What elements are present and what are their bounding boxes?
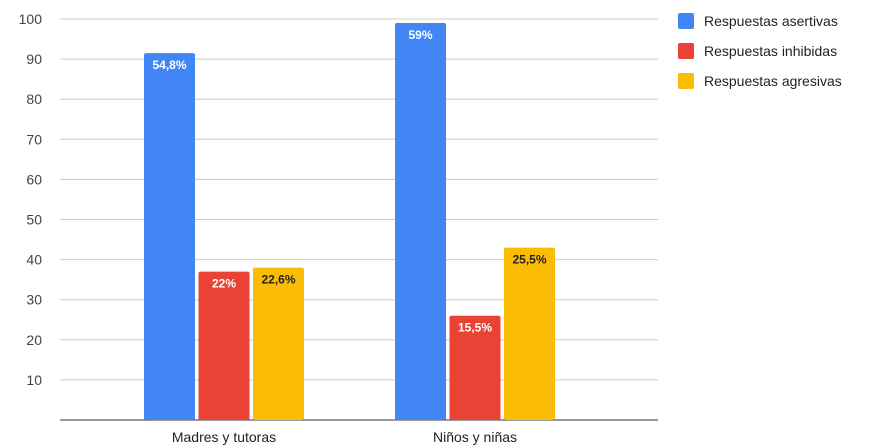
- bars: [144, 23, 555, 421]
- data-label: 15,5%: [458, 321, 492, 335]
- legend-item[interactable]: Respuestas inhibidas: [678, 43, 837, 59]
- y-tick-label: 30: [26, 292, 42, 308]
- bar: [198, 271, 250, 420]
- legend-swatch: [678, 43, 694, 59]
- legend: Respuestas asertivas Respuestas inhibidas…: [678, 13, 842, 89]
- y-tick-label: 60: [26, 171, 42, 187]
- y-tick-label: 50: [26, 212, 42, 228]
- legend-label: Respuestas agresivas: [704, 73, 842, 89]
- y-axis-ticks: 10 20 30 40 50 60 70 80 90 100: [19, 11, 43, 388]
- legend-item[interactable]: Respuestas asertivas: [678, 13, 838, 29]
- bar: [395, 23, 446, 420]
- data-label: 25,5%: [512, 253, 546, 267]
- x-category-label: Madres y tutoras: [172, 429, 276, 445]
- bar: [144, 53, 195, 421]
- bar: [449, 315, 501, 420]
- y-tick-label: 40: [26, 252, 42, 268]
- y-tick-label: 10: [26, 372, 42, 388]
- y-tick-label: 100: [19, 11, 43, 27]
- data-labels: 54,8% 22% 22,6% 59% 15,5% 25,5%: [152, 28, 546, 335]
- y-tick-label: 80: [26, 91, 42, 107]
- legend-item[interactable]: Respuestas agresivas: [678, 73, 842, 89]
- x-category-label: Niños y niñas: [433, 429, 517, 445]
- legend-label: Respuestas inhibidas: [704, 43, 837, 59]
- bar: [504, 247, 555, 420]
- y-tick-label: 90: [26, 51, 42, 67]
- y-tick-label: 70: [26, 131, 42, 147]
- data-label: 54,8%: [152, 58, 186, 72]
- x-axis-categories: Madres y tutoras Niños y niñas: [172, 429, 517, 445]
- legend-swatch: [678, 13, 694, 29]
- data-label: 22,6%: [261, 273, 295, 287]
- legend-label: Respuestas asertivas: [704, 13, 838, 29]
- legend-swatch: [678, 73, 694, 89]
- data-label: 59%: [408, 28, 432, 42]
- y-tick-label: 20: [26, 332, 42, 348]
- bar: [253, 267, 304, 420]
- data-label: 22%: [212, 277, 236, 291]
